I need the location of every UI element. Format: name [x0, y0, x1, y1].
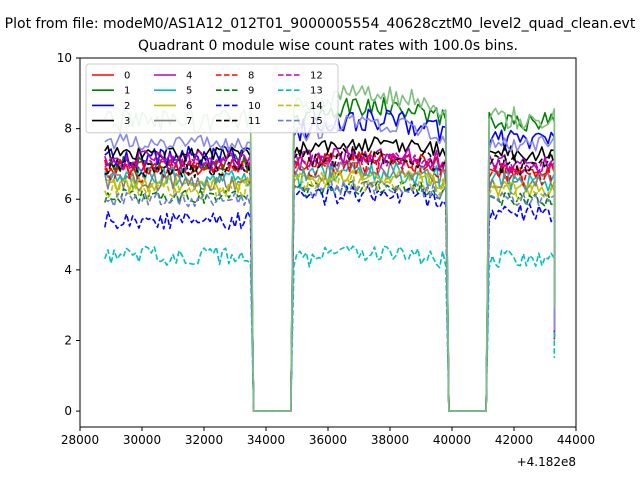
legend-label-10: 10: [248, 101, 261, 112]
x-tick-label: 42000: [495, 433, 533, 447]
y-tick-label: 0: [64, 404, 72, 418]
x-tick-label: 28000: [61, 433, 99, 447]
legend-label-12: 12: [310, 71, 323, 82]
x-tick-label: 32000: [185, 433, 223, 447]
y-tick-label: 10: [57, 51, 72, 65]
y-axis: 0 2 4 6 8 10: [57, 51, 80, 418]
legend-label-5: 5: [186, 86, 192, 97]
legend-label-1: 1: [124, 86, 130, 97]
legend-label-8: 8: [248, 71, 254, 82]
x-tick-label: 34000: [247, 433, 285, 447]
series-line-15: [104, 179, 556, 412]
legend-label-11: 11: [248, 116, 261, 127]
legend-label-3: 3: [124, 116, 130, 127]
chart-title: Quadrant 0 module wise count rates with …: [138, 38, 518, 54]
x-tick-label: 38000: [371, 433, 409, 447]
series-line-4: [104, 146, 556, 412]
legend-label-9: 9: [248, 86, 254, 97]
legend-box: [85, 63, 339, 134]
x-offset-label: +4.182e8: [517, 455, 576, 469]
x-tick-label: 30000: [123, 433, 161, 447]
legend-label-2: 2: [124, 101, 130, 112]
figure-suptitle: Plot from file: modeM0/AS1A12_012T01_900…: [5, 16, 636, 32]
legend-label-13: 13: [310, 86, 323, 97]
x-tick-label: 40000: [433, 433, 471, 447]
legend-label-15: 15: [310, 116, 323, 127]
x-tick-label: 44000: [557, 433, 595, 447]
x-axis: 28000 30000 32000 34000 36000 38000 40000 42000…: [61, 427, 595, 447]
series-line-11: [104, 145, 556, 412]
legend-label-7: 7: [186, 116, 192, 127]
series-line-13: [104, 245, 556, 412]
series-line-14: [104, 169, 556, 412]
x-tick-label: 36000: [309, 433, 347, 447]
y-tick-label: 8: [64, 122, 72, 136]
y-tick-label: 4: [64, 263, 72, 277]
legend-label-4: 4: [186, 71, 192, 82]
y-tick-label: 2: [64, 333, 72, 347]
legend-label-6: 6: [186, 101, 192, 112]
legend-label-0: 0: [124, 71, 130, 82]
series-line-10: [104, 184, 556, 412]
series-line-12: [104, 151, 556, 412]
series-line-3: [104, 136, 556, 412]
y-tick-label: 6: [64, 192, 72, 206]
legend-label-14: 14: [310, 101, 323, 112]
